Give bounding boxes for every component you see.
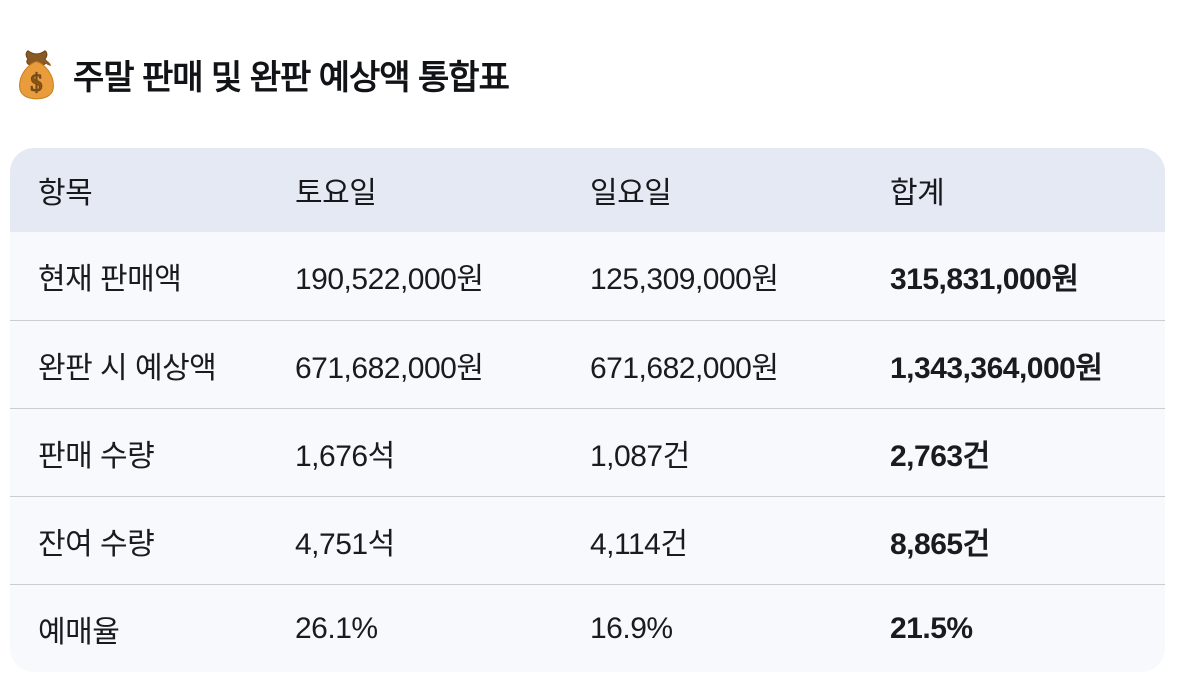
column-header-saturday: 토요일: [295, 177, 377, 210]
column-header-item: 항목: [38, 177, 93, 210]
sunday-value: 4,114건: [590, 527, 688, 561]
table-row-remaining-quantity: 잔여 수량 4,751석 4,114건 8,865건: [10, 496, 1165, 584]
row-label: 현재 판매액: [38, 263, 182, 296]
page-header: $ 주말 판매 및 완판 예상액 통합표: [13, 46, 510, 102]
svg-text:$: $: [30, 70, 42, 97]
column-header-sunday: 일요일: [590, 177, 672, 210]
saturday-value: 26.1%: [295, 611, 378, 645]
table-row-booking-rate: 예매율 26.1% 16.9% 21.5%: [10, 584, 1165, 672]
row-label: 예매율: [38, 615, 120, 649]
row-label: 완판 시 예상액: [38, 351, 217, 385]
table-row-current-sales: 현재 판매액 190,522,000원 125,309,000원 315,831…: [10, 232, 1165, 320]
saturday-value: 1,676석: [295, 439, 395, 473]
total-value: 2,763건: [890, 439, 990, 473]
sunday-value: 16.9%: [590, 611, 673, 645]
sunday-value: 671,682,000원: [590, 351, 779, 385]
money-bag-icon: $: [19, 50, 54, 100]
column-header-total: 합계: [890, 177, 945, 210]
total-value: 315,831,000원: [890, 263, 1079, 296]
row-label: 판매 수량: [38, 439, 155, 473]
saturday-value: 190,522,000원: [295, 263, 484, 296]
sunday-value: 125,309,000원: [590, 263, 779, 296]
table-header-row: 항목 토요일 일요일 합계: [10, 148, 1165, 232]
saturday-value: 4,751석: [295, 527, 395, 561]
total-value: 1,343,364,000원: [890, 351, 1103, 385]
saturday-value: 671,682,000원: [295, 351, 484, 385]
total-value: 8,865건: [890, 527, 990, 561]
table-row-soldout-estimate: 완판 시 예상액 671,682,000원 671,682,000원 1,343…: [10, 320, 1165, 408]
table-row-sold-quantity: 판매 수량 1,676석 1,087건 2,763건: [10, 408, 1165, 496]
sunday-value: 1,087건: [590, 439, 690, 473]
summary-table: 항목 토요일 일요일 합계 현재 판매액 190,522,000원 125,30…: [10, 148, 1165, 672]
row-label: 잔여 수량: [38, 527, 155, 561]
total-value: 21.5%: [890, 611, 973, 645]
page-title: 주말 판매 및 완판 예상액 통합표: [73, 58, 510, 97]
